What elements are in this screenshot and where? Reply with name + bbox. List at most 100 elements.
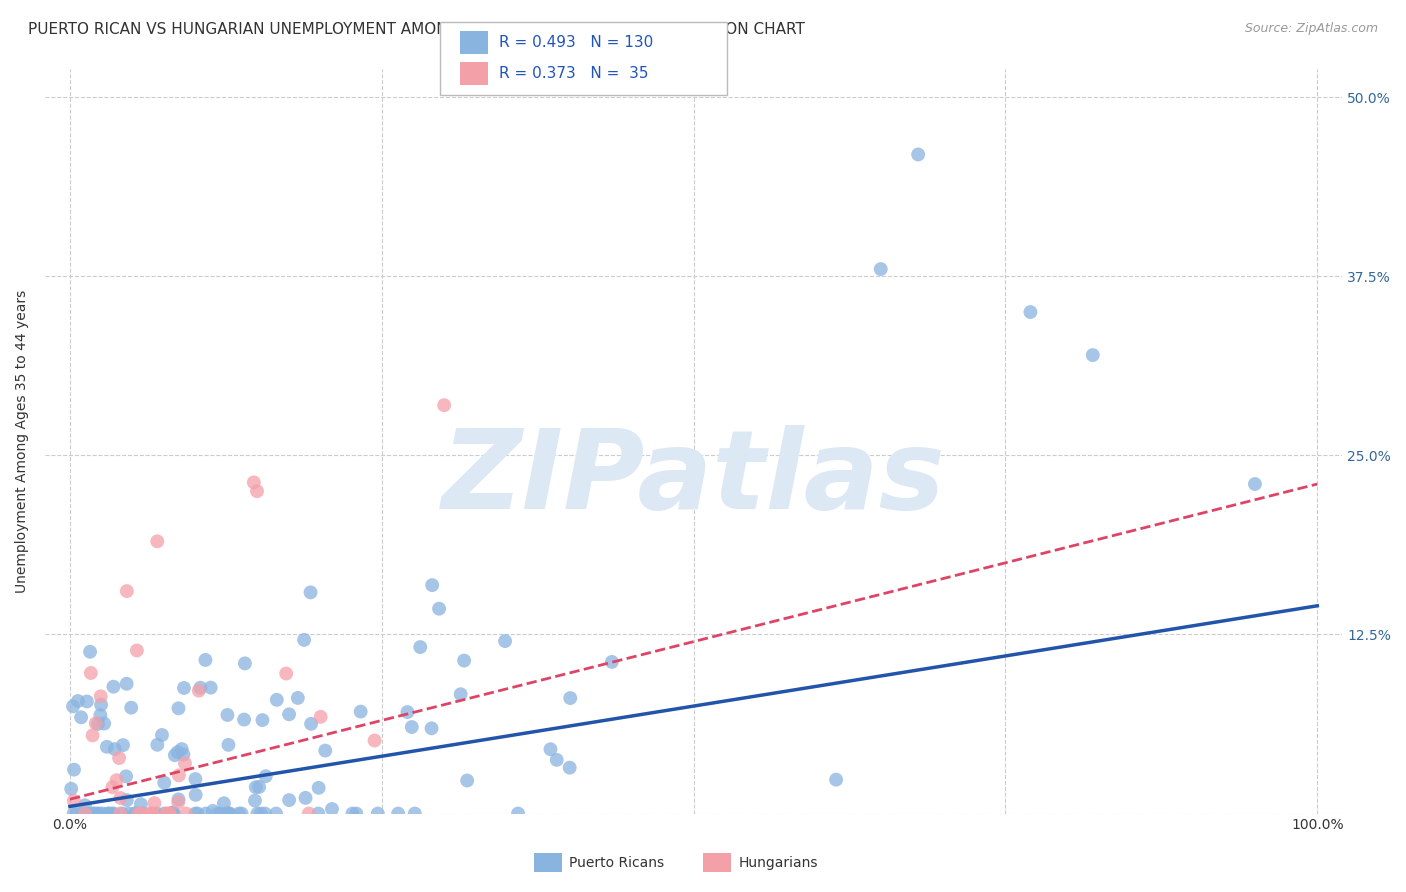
Point [129, 797, 152, 812]
Point [184, 788, 207, 802]
Point [104, 742, 127, 756]
Point [453, 654, 475, 668]
Point [167, 792, 190, 806]
Point [420, 578, 443, 592]
Point [243, 794, 266, 808]
Point [97, 806, 120, 821]
Point [115, 793, 138, 807]
Point [228, 806, 250, 821]
Point [84, 716, 107, 731]
Point [80, 665, 103, 680]
Point [427, 601, 450, 615]
Point [299, 716, 322, 731]
Text: Hungarians: Hungarians [738, 855, 818, 870]
Point [170, 742, 193, 756]
Point [309, 710, 332, 724]
Point [298, 806, 321, 821]
Point [108, 751, 131, 765]
Point [540, 742, 562, 756]
Point [62, 699, 84, 714]
Point [103, 680, 125, 694]
Point [245, 780, 267, 794]
Point [127, 806, 149, 821]
Point [127, 806, 149, 821]
Point [246, 484, 269, 499]
Point [97, 806, 120, 821]
Point [82, 728, 104, 742]
Point [143, 796, 166, 810]
Point [231, 806, 253, 821]
Point [60, 781, 83, 796]
Text: Source: ZipAtlas.com: Source: ZipAtlas.com [1244, 22, 1378, 36]
Point [66, 694, 89, 708]
Point [86, 806, 108, 821]
Point [162, 806, 184, 821]
Text: R = 0.373   N =  35: R = 0.373 N = 35 [499, 66, 648, 80]
Point [250, 806, 273, 821]
Point [546, 753, 568, 767]
Point [252, 713, 274, 727]
Point [184, 772, 207, 786]
Point [138, 806, 160, 821]
Point [65, 806, 87, 821]
Point [73, 798, 96, 813]
Point [63, 763, 86, 777]
Point [101, 806, 124, 821]
Point [90, 690, 112, 704]
Point [292, 632, 315, 647]
Point [89, 806, 111, 821]
Point [350, 705, 373, 719]
Point [124, 806, 146, 821]
Point [118, 806, 141, 821]
Point [201, 804, 224, 818]
Point [194, 653, 217, 667]
Point [409, 640, 432, 654]
Point [108, 806, 131, 821]
Point [194, 806, 217, 821]
Point [174, 806, 197, 821]
Point [342, 806, 364, 821]
Point [141, 806, 163, 821]
Point [387, 806, 409, 821]
Point [110, 791, 132, 805]
Point [215, 806, 238, 821]
Point [456, 773, 478, 788]
Point [217, 806, 239, 821]
Point [163, 806, 186, 821]
Point [70, 710, 93, 724]
Point [217, 738, 239, 752]
Point [167, 701, 190, 715]
Point [420, 722, 443, 736]
Point [243, 475, 266, 490]
Point [299, 585, 322, 599]
Point [560, 691, 582, 706]
Point [79, 645, 101, 659]
Point [200, 681, 222, 695]
Point [869, 262, 891, 277]
Point [76, 806, 98, 821]
Point [162, 806, 184, 821]
Point [266, 693, 288, 707]
Point [115, 677, 138, 691]
Point [294, 790, 316, 805]
Point [825, 772, 848, 787]
Point [90, 698, 112, 712]
Point [131, 806, 153, 821]
Point [314, 743, 336, 757]
Point [363, 733, 385, 747]
Point [115, 584, 138, 599]
Point [307, 806, 329, 821]
Point [153, 775, 176, 789]
Point [401, 720, 423, 734]
Point [63, 794, 86, 808]
Point [173, 681, 195, 695]
Point [162, 805, 184, 820]
Point [247, 780, 270, 794]
Point [167, 768, 190, 782]
Point [155, 806, 177, 821]
Point [96, 739, 118, 754]
Point [87, 717, 110, 731]
Point [404, 806, 426, 821]
Point [174, 756, 197, 771]
Point [62, 806, 84, 821]
